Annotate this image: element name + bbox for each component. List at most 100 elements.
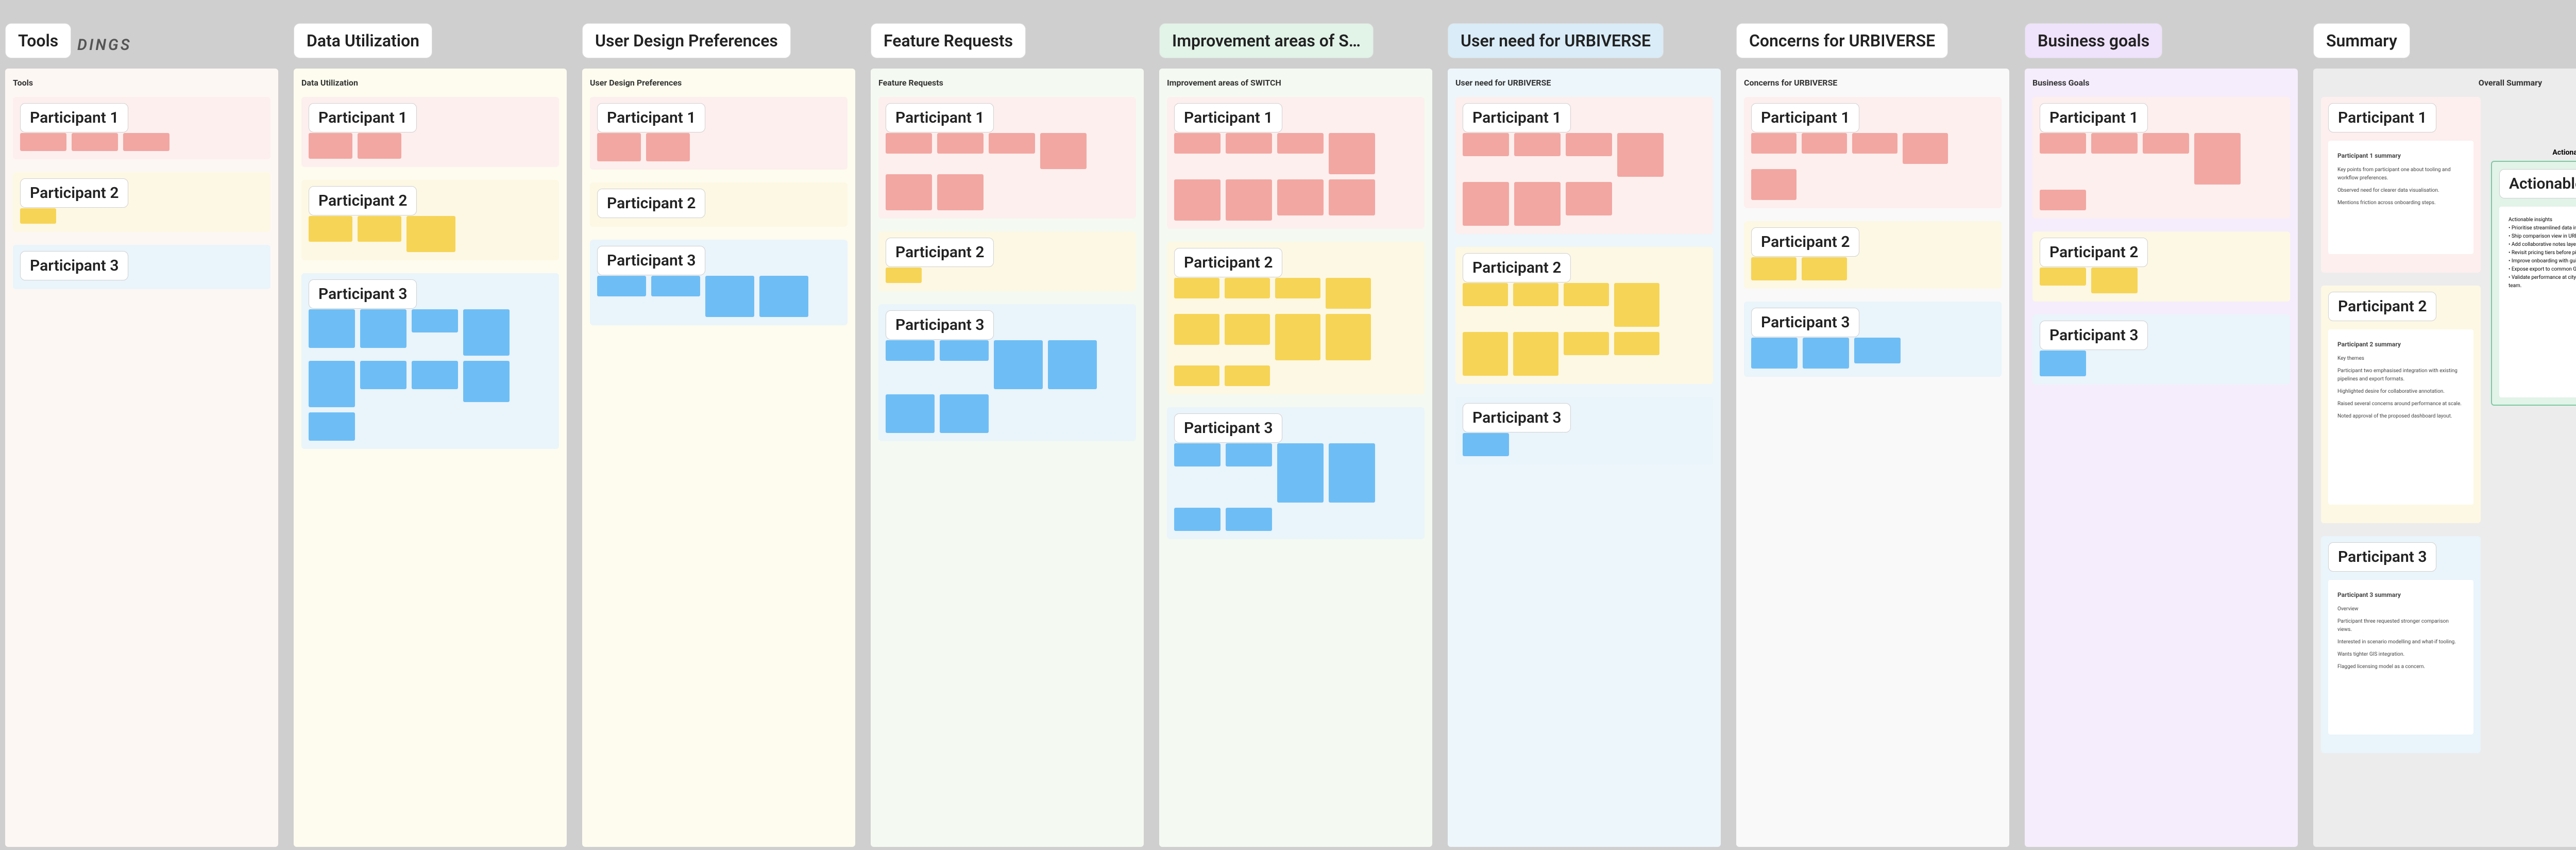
sticky-note[interactable]: [1514, 133, 1561, 156]
column-header[interactable]: Data Utilization: [294, 23, 432, 58]
sticky-note[interactable]: [1225, 314, 1270, 345]
participant-label[interactable]: Participant 2: [1463, 253, 1571, 282]
sticky-note[interactable]: [940, 340, 989, 361]
board-column-design-prefs[interactable]: User Design PreferencesUser Design Prefe…: [582, 23, 855, 847]
sticky-note[interactable]: [1566, 133, 1612, 156]
sticky-note[interactable]: [1751, 169, 1797, 200]
participant-group[interactable]: Participant 3: [1744, 302, 2002, 377]
sticky-note[interactable]: [463, 361, 510, 402]
sticky-note[interactable]: [651, 276, 700, 296]
sticky-note[interactable]: [989, 133, 1035, 154]
sticky-note[interactable]: [1463, 283, 1508, 306]
participant-group[interactable]: Participant 2: [590, 182, 848, 227]
participant-group[interactable]: Participant 1: [1744, 97, 2002, 208]
sticky-note[interactable]: [1614, 332, 1659, 355]
sticky-note[interactable]: [1513, 283, 1558, 306]
sticky-note[interactable]: [360, 309, 406, 348]
board-column-user-need[interactable]: User need for URBIVERSEUser need for URB…: [1448, 23, 1721, 847]
sticky-note[interactable]: [2143, 133, 2189, 154]
sticky-note[interactable]: [1226, 443, 1272, 466]
sticky-note[interactable]: [1225, 365, 1270, 386]
sticky-note[interactable]: [1564, 283, 1609, 306]
sticky-note[interactable]: [1329, 443, 1375, 503]
sticky-note[interactable]: [597, 133, 641, 161]
sticky-note[interactable]: [886, 133, 932, 154]
sticky-note[interactable]: [1802, 133, 1847, 154]
participant-label[interactable]: Participant 3: [1463, 403, 1571, 432]
sticky-note[interactable]: [2040, 351, 2086, 376]
actionable-insights-group[interactable]: Actionable Insights Actionable insights• …: [2491, 161, 2576, 406]
column-header[interactable]: Summary: [2313, 23, 2410, 58]
sticky-note[interactable]: [2040, 268, 2086, 286]
board-column-improvement[interactable]: Improvement areas of S…Improvement areas…: [1159, 23, 1432, 847]
participant-group[interactable]: Participant 1: [878, 97, 1136, 219]
participant-label[interactable]: Participant 3: [20, 251, 128, 280]
sticky-note[interactable]: [1040, 133, 1087, 169]
participant-label[interactable]: Participant 1: [309, 103, 417, 132]
sticky-note[interactable]: [1174, 179, 1221, 221]
sticky-note[interactable]: [1326, 278, 1371, 309]
sticky-note[interactable]: [937, 133, 984, 154]
participant-group[interactable]: Participant 3: [2032, 314, 2290, 385]
participant-group[interactable]: Participant 1: [1167, 97, 1425, 229]
participant-group[interactable]: Participant 2: [878, 231, 1136, 291]
sticky-note[interactable]: [309, 216, 352, 242]
sticky-note[interactable]: [1802, 257, 1847, 280]
sticky-note[interactable]: [463, 309, 510, 356]
sticky-note[interactable]: [1329, 179, 1375, 215]
sticky-note[interactable]: [1329, 133, 1375, 174]
sticky-note[interactable]: [940, 394, 989, 433]
sticky-note[interactable]: [1564, 332, 1609, 355]
participant-group[interactable]: Participant 3: [13, 245, 270, 289]
participant-label[interactable]: Participant 3: [886, 310, 994, 340]
participant-label[interactable]: Participant 1: [1751, 103, 1859, 132]
sticky-note[interactable]: [886, 340, 935, 361]
sticky-note[interactable]: [2091, 133, 2138, 154]
participant-label[interactable]: Participant 3: [1174, 413, 1282, 443]
sticky-note[interactable]: [309, 133, 352, 159]
sticky-note[interactable]: [1174, 365, 1219, 386]
sticky-note[interactable]: [759, 276, 808, 317]
sticky-note[interactable]: [358, 216, 401, 242]
actionable-label[interactable]: Actionable Insights: [2499, 169, 2576, 198]
actionable-text-card[interactable]: Actionable insights• Prioritise streamli…: [2499, 207, 2576, 397]
column-header[interactable]: Feature Requests: [871, 23, 1026, 58]
sticky-note[interactable]: [20, 208, 56, 224]
participant-group[interactable]: Participant 2: [2032, 231, 2290, 302]
sticky-note[interactable]: [1226, 133, 1272, 154]
column-header[interactable]: User need for URBIVERSE: [1448, 23, 1664, 58]
summary-text-card[interactable]: Participant 3 summaryOverviewParticipant…: [2328, 580, 2473, 735]
sticky-note[interactable]: [360, 361, 406, 389]
sticky-note[interactable]: [1275, 314, 1320, 360]
sticky-note[interactable]: [1566, 182, 1612, 215]
affinity-board[interactable]: ToolsToolsParticipant 1Participant 2Part…: [5, 23, 2576, 847]
participant-group[interactable]: Participant 3: [1167, 407, 1425, 539]
sticky-note[interactable]: [1174, 133, 1221, 154]
sticky-note[interactable]: [1751, 257, 1797, 280]
board-column-feature-req[interactable]: Feature RequestsFeature RequestsParticip…: [871, 23, 1144, 847]
summary-participant-group[interactable]: Participant 1Participant 1 summaryKey po…: [2321, 97, 2481, 273]
sticky-note[interactable]: [2091, 268, 2138, 293]
column-header[interactable]: Tools: [5, 23, 71, 58]
sticky-note[interactable]: [1854, 338, 1901, 363]
sticky-note[interactable]: [1174, 278, 1219, 298]
sticky-note[interactable]: [1803, 338, 1849, 369]
sticky-note[interactable]: [1226, 179, 1272, 221]
sticky-note[interactable]: [358, 133, 401, 159]
sticky-note[interactable]: [1463, 332, 1508, 376]
sticky-note[interactable]: [1277, 443, 1324, 503]
participant-group[interactable]: Participant 3: [878, 304, 1136, 441]
board-column-summary[interactable]: SummaryOverall SummaryParticipant 1Parti…: [2313, 23, 2576, 847]
participant-label[interactable]: Participant 1: [2328, 103, 2436, 132]
participant-label[interactable]: Participant 2: [886, 238, 994, 267]
participant-label[interactable]: Participant 1: [2040, 103, 2148, 132]
sticky-note[interactable]: [1751, 133, 1797, 154]
participant-label[interactable]: Participant 2: [20, 178, 128, 208]
participant-label[interactable]: Participant 1: [1174, 103, 1282, 132]
sticky-note[interactable]: [1514, 182, 1561, 226]
sticky-note[interactable]: [1463, 182, 1509, 226]
sticky-note[interactable]: [1048, 340, 1097, 389]
participant-group[interactable]: Participant 2: [1455, 247, 1713, 384]
sticky-note[interactable]: [20, 133, 66, 151]
sticky-note[interactable]: [309, 309, 355, 348]
